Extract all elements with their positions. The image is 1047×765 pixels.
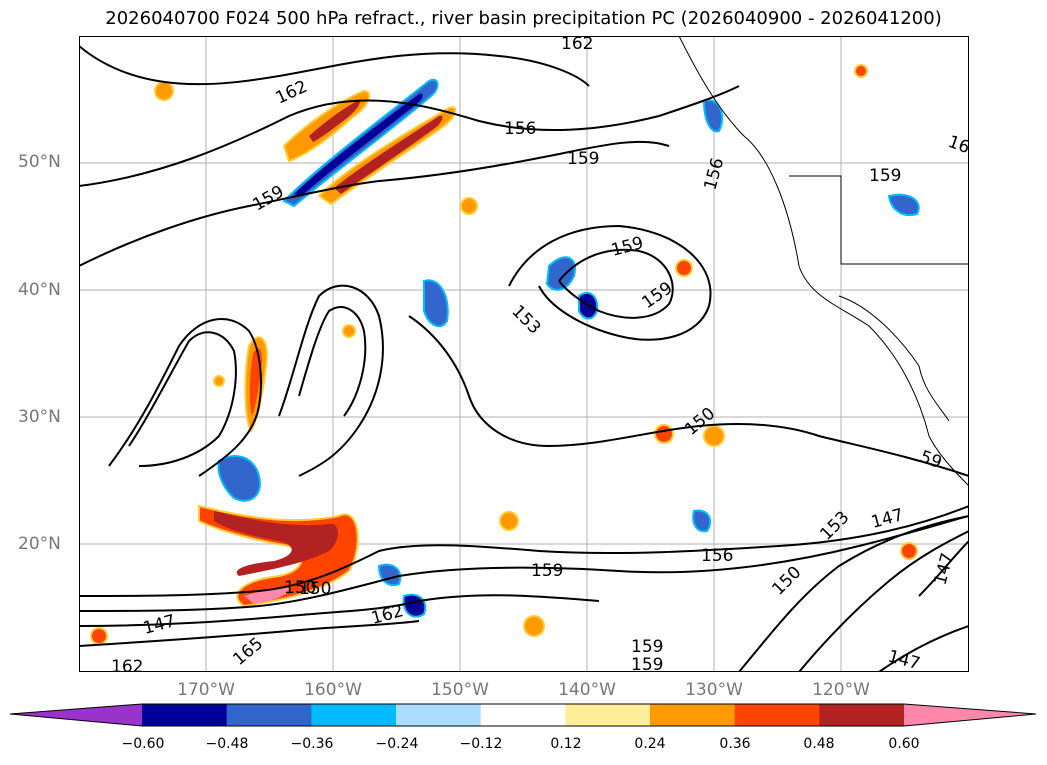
colorbar-tick-label: 0.60 (888, 736, 920, 752)
lon-label-140w: 140°W (558, 680, 616, 700)
precip-spot-6 (499, 511, 519, 531)
precip-spot-2 (460, 197, 478, 215)
precip-spot-10 (342, 324, 356, 338)
colorbar-segments (142, 704, 905, 726)
precip-area-sw-core (214, 511, 338, 576)
precip-fill-layer (90, 64, 920, 645)
precip-blob-sw-negative (217, 455, 261, 502)
precip-spot-5 (703, 425, 725, 447)
precip-spot-12 (213, 375, 225, 387)
map-title: 2026040700 F024 500 hPa refract., river … (105, 8, 942, 29)
precip-blob-south-3 (692, 509, 712, 533)
lon-label-150w: 150°W (431, 680, 489, 700)
map-frame (79, 36, 969, 672)
contour-label: 159 (631, 655, 663, 672)
contour-label: 16 (945, 132, 969, 158)
north-america-coast (678, 36, 969, 487)
colorbar-outline (10, 703, 1037, 727)
map-background (79, 36, 969, 672)
contour-label: 162 (561, 36, 593, 54)
contour-153-low (508, 224, 712, 341)
contour-lines (79, 45, 969, 672)
precip-blob-coast-2 (887, 193, 920, 216)
precip-blob-coast-1 (702, 99, 724, 133)
precip-area-sw-peak (244, 587, 290, 604)
lat-label-40n: 40°N (18, 280, 61, 300)
precip-spot-7 (523, 615, 545, 637)
precip-blob-nw-core (309, 100, 360, 142)
contour-label: 156 (701, 546, 733, 566)
colorbar-tick-label: 0.48 (803, 736, 835, 752)
lon-label-120w: 120°W (812, 680, 870, 700)
contour-label: 159 (531, 561, 563, 581)
colorbar-tick-label: −0.36 (290, 736, 334, 752)
contour-label: 159 (567, 149, 599, 169)
lon-label-160w: 160°W (304, 680, 362, 700)
colorbar-tick-label: 0.12 (550, 736, 582, 752)
contour-trough-w-inner (128, 331, 237, 467)
contour-label: 150 (299, 579, 331, 599)
contour-159-low-inner (558, 248, 674, 319)
colorbar-segment (819, 704, 905, 726)
colorbar-tick-label: 0.24 (634, 736, 666, 752)
contour-label: 156 (504, 119, 536, 139)
colorbar-segment (650, 704, 736, 726)
lat-label-50n: 50°N (18, 152, 61, 172)
contour-165-south (79, 620, 420, 647)
colorbar (10, 703, 1037, 727)
contour-label: 162 (111, 657, 143, 672)
contour-162-south (79, 594, 600, 627)
colorbar-tick-label: −0.60 (121, 736, 165, 752)
contour-147-edge (918, 540, 969, 597)
lon-label-130w: 130°W (685, 680, 743, 700)
map-panel: 162 162 156 159 159 156 159 159 153 150 … (79, 36, 969, 672)
contour-156-north (79, 85, 740, 187)
contour-trough-c-inner (298, 306, 367, 417)
precip-blob-east-3 (423, 279, 449, 328)
precip-spot-9 (90, 627, 108, 645)
contour-150-east (408, 315, 969, 477)
contour-150-se (738, 515, 969, 672)
contour-label: 159 (631, 637, 663, 657)
lat-label-20n: 20°N (18, 534, 61, 554)
contour-156-south (79, 505, 969, 597)
colorbar-tick-label: −0.24 (375, 736, 419, 752)
precip-spot-1 (154, 81, 174, 101)
contour-label: 150 (284, 578, 316, 598)
border-us-canada (789, 175, 969, 265)
coastlines (678, 36, 969, 487)
precip-spot-3 (675, 259, 693, 277)
baja-coast (838, 295, 950, 422)
precip-band-positive-core (334, 115, 443, 194)
colorbar-extend-max (904, 704, 1036, 726)
colorbar-segment (480, 704, 566, 726)
contour-trough-c-outer (278, 284, 384, 477)
lon-label-170w: 170°W (177, 680, 235, 700)
colorbar-extend-min (10, 704, 142, 726)
contour-trough-w-outer (108, 318, 262, 477)
colorbar-segment (142, 704, 228, 726)
colorbar-segment (734, 704, 820, 726)
precip-band-negative-core (294, 93, 423, 196)
colorbar-segment (226, 704, 312, 726)
colorbar-tick-label: −0.12 (459, 736, 503, 752)
colorbar-segment (311, 704, 397, 726)
precip-spot-8 (900, 542, 918, 560)
lat-label-30n: 30°N (18, 407, 61, 427)
colorbar-segment (396, 704, 482, 726)
precip-blob-east-1 (545, 256, 576, 291)
contour-147-se (798, 530, 969, 672)
contour-162-north (79, 45, 590, 87)
contour-147-corner (878, 625, 969, 672)
colorbar-tick-label: −0.48 (205, 736, 249, 752)
precip-spot-4 (654, 424, 674, 444)
precip-spot-11 (854, 64, 868, 78)
contour-159-mid (79, 140, 670, 267)
colorbar-segment (565, 704, 651, 726)
contour-label: 159 (869, 166, 901, 186)
colorbar-tick-label: 0.36 (719, 736, 751, 752)
precip-blob-south-2 (402, 593, 427, 618)
contour-159-south (79, 515, 969, 612)
